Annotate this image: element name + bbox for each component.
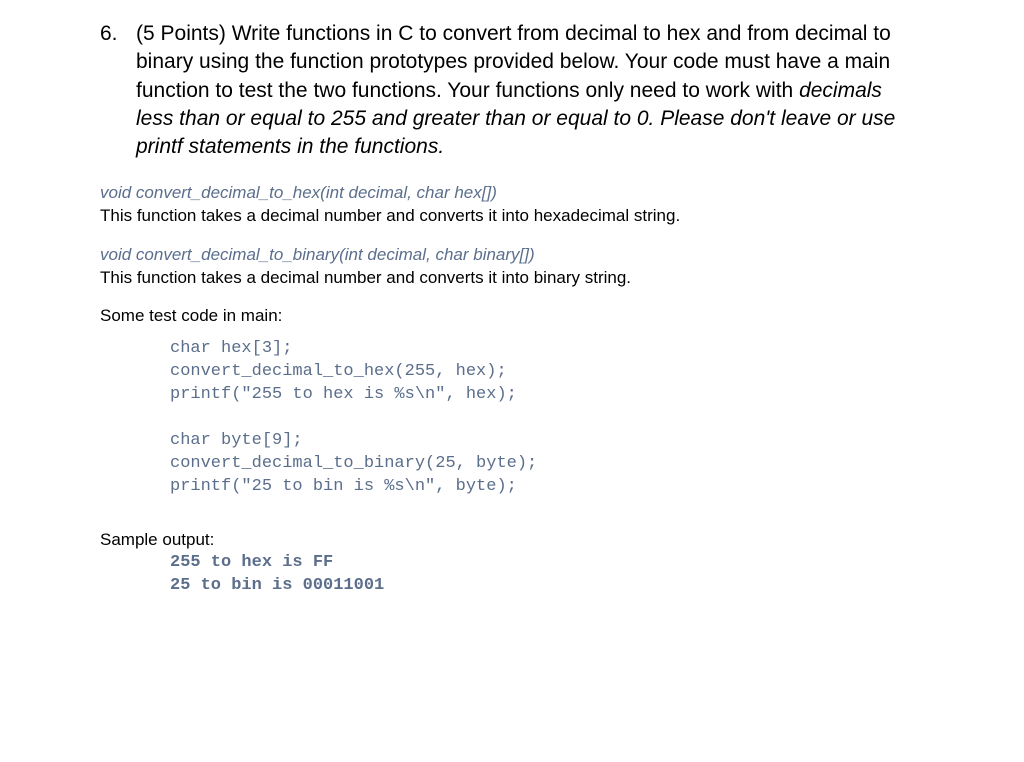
prototype-1-description: This function takes a decimal number and… xyxy=(100,205,924,228)
question-body-start: Write functions in C to convert from dec… xyxy=(136,22,891,102)
page-container: 6. (5 Points) Write functions in C to co… xyxy=(0,0,1024,762)
question-points: (5 Points) xyxy=(136,22,226,45)
prototype-1: void convert_decimal_to_hex(int decimal,… xyxy=(100,182,924,228)
prototype-1-signature: void convert_decimal_to_hex(int decimal,… xyxy=(100,182,924,205)
prototype-2-signature: void convert_decimal_to_binary(int decim… xyxy=(100,244,924,267)
sample-output: 255 to hex is FF 25 to bin is 00011001 xyxy=(170,552,924,598)
prototype-2-description: This function takes a decimal number and… xyxy=(100,267,924,290)
code-block: char hex[3]; convert_decimal_to_hex(255,… xyxy=(170,338,924,499)
prototype-2: void convert_decimal_to_binary(int decim… xyxy=(100,244,924,290)
question-block: 6. (5 Points) Write functions in C to co… xyxy=(100,20,924,162)
sample-output-label: Sample output: xyxy=(100,529,924,552)
question-number: 6. xyxy=(100,20,136,162)
question-text: (5 Points) Write functions in C to conve… xyxy=(136,20,924,162)
test-code-heading: Some test code in main: xyxy=(100,305,924,328)
